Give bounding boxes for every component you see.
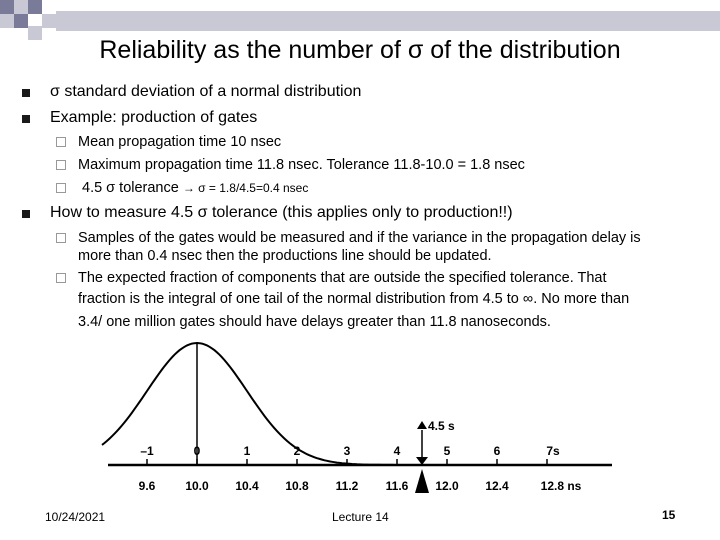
slide-title: Reliability as the number of σ of the di… (99, 36, 621, 64)
ns-tick-label: 12.0 (435, 479, 459, 493)
sub-bullet-2-2: Maximum propagation time 11.8 nsec. Tole… (78, 157, 525, 173)
sigma-tick-label: 1 (244, 444, 251, 458)
sub-bullet-3-2b: fraction is the integral of one tail of … (78, 291, 630, 307)
marker-arrow-up (417, 421, 427, 429)
ns-tick-label: 11.2 (336, 479, 359, 493)
marker-label: 4.5 s (428, 419, 455, 433)
sigma-tick-label: 2 (294, 444, 301, 458)
header-bar (56, 11, 720, 31)
sub-bullet-marker (56, 160, 66, 170)
bullet-marker (22, 210, 30, 218)
ns-tick-label: 10.0 (185, 479, 209, 493)
bullet-marker (22, 89, 30, 97)
bullet-marker (22, 115, 30, 123)
ns-tick-label: 10.4 (235, 479, 259, 493)
sigma-tick-label: 3 (344, 444, 351, 458)
sub-bullet-marker (56, 137, 66, 147)
marker-arrow-down (416, 457, 428, 465)
ns-tick-label: 9.6 (139, 479, 156, 493)
footer-lecture: Lecture 14 (332, 510, 389, 524)
sub-bullet-3-1b: more than 0.4 nsec then the productions … (78, 248, 492, 264)
sigma-tick-label: 0 (194, 444, 201, 458)
sigma-tick-label: 4 (394, 444, 401, 458)
page-number: 15 (662, 508, 676, 522)
sigma-tick-label: –1 (140, 444, 154, 458)
sigma-tick-label: 6 (494, 444, 501, 458)
sub-bullet-marker (56, 273, 66, 283)
sigma-tick-label: 7s (546, 444, 560, 458)
marker-triangle (415, 469, 429, 493)
sub-bullet-marker (56, 183, 66, 193)
ns-tick-label: 12.8 ns (541, 479, 582, 493)
bullet-3: How to measure 4.5 σ tolerance (this app… (50, 204, 513, 221)
sub-bullet-3-2a: The expected fraction of components that… (78, 270, 607, 286)
sigma-tick-label: 5 (444, 444, 451, 458)
bullet-1: σ standard deviation of a normal distrib… (50, 83, 362, 100)
sub-bullet-2-3: 4.5 σ tolerance → σ = 1.8/4.5=0.4 nsec (82, 180, 309, 196)
sub-bullet-3-2c: 3.4/ one million gates should have delay… (78, 314, 551, 330)
sub-bullet-3-1a: Samples of the gates would be measured a… (78, 230, 641, 246)
normal-distribution-figure: 4.5 s –1 9.6 0 10.0 1 10.4 2 10.8 3 11.2 4 11.6 5 12.… (101, 341, 612, 493)
ns-tick-label: 12.4 (485, 479, 509, 493)
ns-tick-label: 11.6 (386, 479, 409, 493)
footer-date: 10/24/2021 (45, 510, 106, 524)
sub-bullet-2-1: Mean propagation time 10 nsec (78, 134, 282, 150)
bullet-2: Example: production of gates (50, 109, 258, 126)
ns-tick-label: 10.8 (285, 479, 309, 493)
sub-bullet-marker (56, 233, 66, 243)
header-decoration (0, 0, 72, 40)
